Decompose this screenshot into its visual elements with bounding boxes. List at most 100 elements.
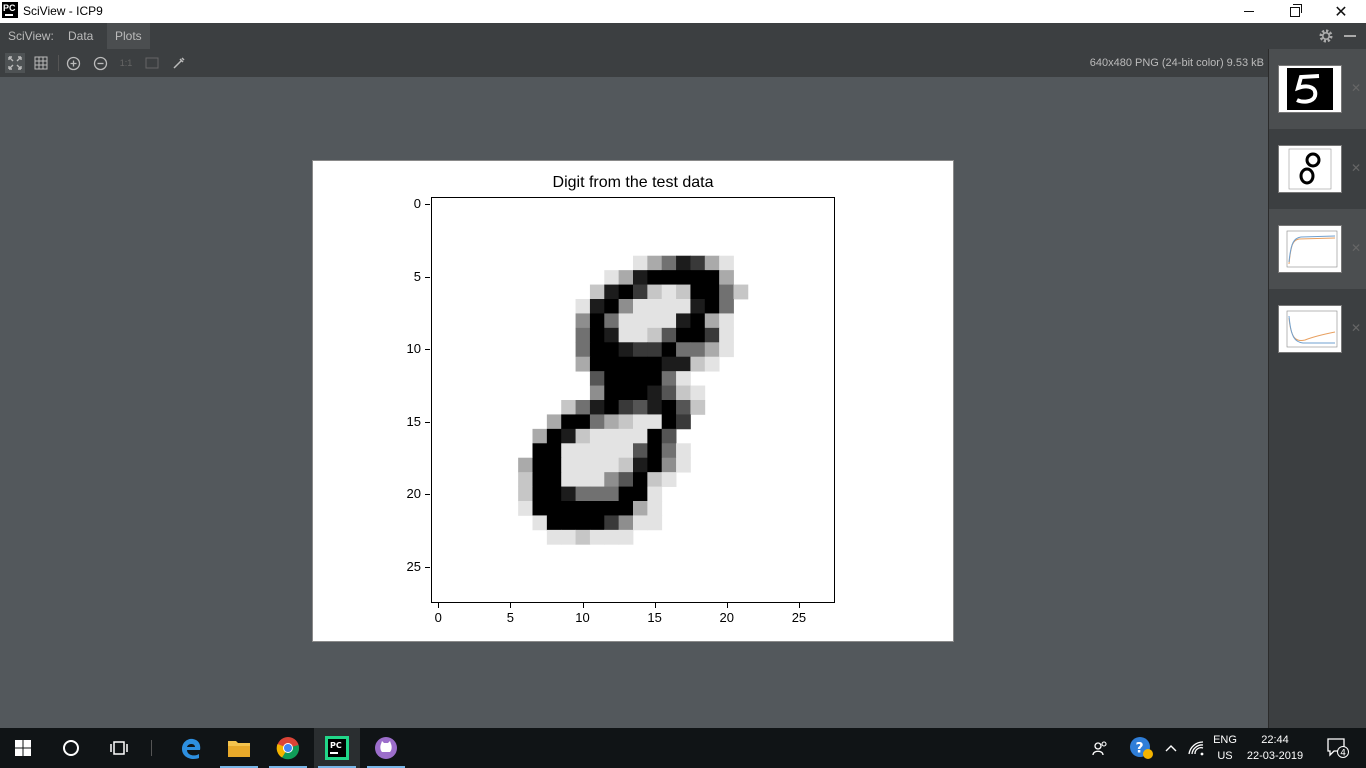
pixel-cell: [604, 501, 620, 516]
tab-data[interactable]: Data: [68, 29, 94, 43]
plots-sidebar: ✕ ✕ ✕ ✕: [1268, 49, 1366, 728]
color-picker-button[interactable]: [169, 53, 189, 73]
pixel-cell: [633, 327, 648, 343]
pixel-cell: [690, 385, 706, 401]
y-tick-mark: [425, 566, 430, 568]
close-thumbnail-icon[interactable]: ✕: [1351, 241, 1362, 255]
pixel-cell: [589, 457, 605, 473]
pixel-cell: [647, 342, 663, 358]
pixel-cell: [647, 457, 663, 473]
pycharm-button[interactable]: PC: [314, 728, 360, 768]
pixel-cell: [604, 443, 620, 459]
pixel-cell: [704, 284, 720, 300]
window-title: SciView - ICP9: [23, 4, 103, 18]
pixel-cell: [618, 486, 634, 502]
language-code: ENG: [1213, 734, 1237, 746]
show-hidden-icons-button[interactable]: [1160, 728, 1182, 768]
thumbnail-image: [1278, 65, 1342, 113]
pixel-cell: [661, 371, 677, 386]
eyedropper-icon: [173, 57, 185, 69]
pixel-cell: [561, 428, 576, 444]
zoom-out-button[interactable]: [90, 53, 110, 73]
menu-sciview-label: SciView:: [8, 29, 54, 43]
pixel-cell: [589, 428, 605, 444]
pixel-cell: [589, 313, 605, 329]
pixel-cell: [661, 313, 677, 329]
thumbnail-mnist-8[interactable]: ✕: [1269, 129, 1366, 209]
input-language[interactable]: ENG US: [1212, 732, 1238, 764]
action-center-button[interactable]: 4: [1318, 728, 1358, 768]
cortana-search-button[interactable]: [48, 728, 94, 768]
pixel-cell: [661, 472, 677, 487]
github-desktop-button[interactable]: [363, 728, 409, 768]
task-view-button[interactable]: [96, 728, 142, 768]
pixel-cell: [704, 255, 720, 271]
pixel-cell: [618, 529, 634, 545]
close-thumbnail-icon[interactable]: ✕: [1351, 81, 1362, 95]
zoom-out-icon: [93, 56, 107, 70]
pixel-cell: [661, 414, 677, 430]
help-tray-button[interactable]: ?: [1124, 728, 1160, 768]
close-thumbnail-icon[interactable]: ✕: [1351, 161, 1362, 175]
task-view-icon: [110, 741, 128, 755]
edge-button[interactable]: [168, 728, 214, 768]
start-button[interactable]: [0, 728, 46, 768]
pixel-cell: [676, 299, 691, 314]
pycharm-logo-icon: PC: [2, 2, 18, 18]
zoom-to-fit-button[interactable]: [5, 53, 25, 73]
restore-button[interactable]: [1272, 0, 1318, 23]
pixel-cell: [604, 327, 620, 343]
file-explorer-button[interactable]: [216, 728, 262, 768]
pixel-cell: [604, 529, 620, 545]
pixel-cell: [690, 284, 706, 300]
pixel-cell: [575, 428, 591, 444]
pixel-cell: [647, 284, 663, 300]
gear-icon[interactable]: [1318, 28, 1334, 44]
image-toolbar: 1:1 640x480 PNG (24-bit color) 9.53 kB: [0, 49, 1268, 77]
pixel-cell: [546, 529, 562, 545]
pixel-cell: [661, 457, 677, 473]
chrome-button[interactable]: [265, 728, 311, 768]
pixel-cell: [604, 428, 620, 444]
pixel-cell: [561, 501, 576, 516]
clock[interactable]: 22:44 22-03-2019: [1243, 732, 1307, 764]
pixel-cell: [532, 501, 548, 516]
background-toggle-button[interactable]: [142, 53, 162, 73]
toggle-grid-button[interactable]: [31, 53, 51, 73]
pixel-cell: [618, 414, 634, 430]
pixel-cell: [633, 356, 648, 372]
minimize-button[interactable]: [1226, 0, 1272, 23]
hide-panel-icon[interactable]: [1344, 35, 1356, 37]
pixel-cell: [618, 342, 634, 358]
pixel-cell: [633, 313, 648, 329]
zoom-in-icon: [66, 56, 80, 70]
actual-size-button[interactable]: 1:1: [119, 58, 133, 68]
pixel-cell: [676, 457, 691, 473]
pixel-cell: [618, 443, 634, 459]
pixel-cell: [589, 472, 605, 487]
pixel-cell: [575, 356, 591, 372]
network-button[interactable]: [1184, 728, 1208, 768]
close-thumbnail-icon[interactable]: ✕: [1351, 321, 1362, 335]
thumbnail-mnist-5[interactable]: ✕: [1269, 49, 1366, 129]
pixel-cell: [647, 327, 663, 343]
pixel-cell: [546, 472, 562, 487]
pixel-cell: [661, 284, 677, 300]
thumbnail-accuracy-plot[interactable]: ✕: [1269, 209, 1366, 289]
pixel-cell: [546, 414, 562, 430]
edge-icon: [182, 738, 201, 759]
pixel-cell: [589, 342, 605, 358]
thumbnail-loss-plot[interactable]: ✕: [1269, 289, 1366, 369]
pixel-cell: [604, 515, 620, 531]
pixel-cell: [532, 472, 548, 487]
pixel-cell: [704, 313, 720, 329]
pixel-cell: [575, 486, 591, 502]
pixel-cell: [575, 414, 591, 430]
people-button[interactable]: [1080, 728, 1120, 768]
pixel-cell: [633, 299, 648, 314]
zoom-in-button[interactable]: [63, 53, 83, 73]
pixel-cell: [561, 443, 576, 459]
tab-plots[interactable]: Plots: [107, 23, 150, 49]
close-button[interactable]: ✕: [1334, 3, 1348, 21]
windows-logo-icon: [15, 740, 31, 756]
